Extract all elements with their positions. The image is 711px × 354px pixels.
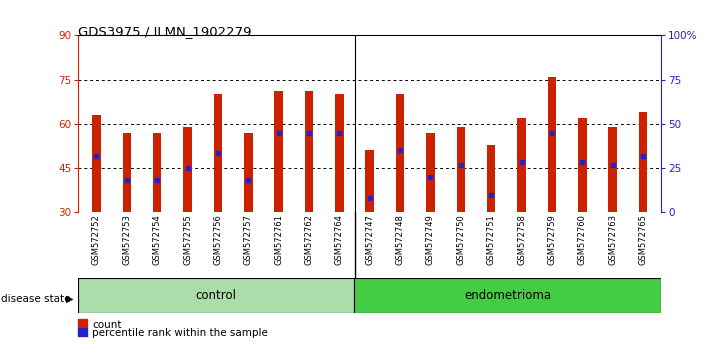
Bar bbox=[354, 278, 661, 313]
Text: GSM572751: GSM572751 bbox=[487, 215, 496, 265]
Bar bbox=[638, 112, 647, 212]
Text: GSM572756: GSM572756 bbox=[213, 215, 223, 265]
Text: GSM572757: GSM572757 bbox=[244, 215, 252, 265]
Text: GSM572760: GSM572760 bbox=[578, 215, 587, 265]
Text: GSM572765: GSM572765 bbox=[638, 215, 648, 265]
Bar bbox=[92, 115, 101, 212]
Bar bbox=[518, 118, 526, 212]
Bar bbox=[305, 91, 314, 212]
Text: GSM572750: GSM572750 bbox=[456, 215, 465, 265]
Bar bbox=[122, 133, 131, 212]
Text: GSM572761: GSM572761 bbox=[274, 215, 283, 265]
Text: GSM572747: GSM572747 bbox=[365, 215, 374, 265]
Bar bbox=[244, 133, 252, 212]
Bar bbox=[183, 127, 192, 212]
Bar bbox=[547, 77, 556, 212]
Text: percentile rank within the sample: percentile rank within the sample bbox=[92, 329, 268, 338]
Text: GSM572752: GSM572752 bbox=[92, 215, 101, 265]
Text: control: control bbox=[196, 289, 237, 302]
Text: GSM572764: GSM572764 bbox=[335, 215, 344, 265]
Text: GSM572749: GSM572749 bbox=[426, 215, 435, 265]
Bar bbox=[578, 118, 587, 212]
Bar bbox=[78, 278, 354, 313]
Text: endometrioma: endometrioma bbox=[464, 289, 551, 302]
Bar bbox=[213, 95, 222, 212]
Text: count: count bbox=[92, 320, 122, 330]
Text: GSM572754: GSM572754 bbox=[153, 215, 161, 265]
Bar bbox=[426, 133, 434, 212]
Bar bbox=[365, 150, 374, 212]
Text: GSM572755: GSM572755 bbox=[183, 215, 192, 265]
Text: GSM572753: GSM572753 bbox=[122, 215, 132, 265]
Bar bbox=[609, 127, 617, 212]
Bar bbox=[335, 95, 343, 212]
Text: disease state: disease state bbox=[1, 294, 71, 304]
Text: GSM572763: GSM572763 bbox=[608, 215, 617, 266]
Bar bbox=[487, 144, 496, 212]
Text: GSM572748: GSM572748 bbox=[395, 215, 405, 265]
Bar bbox=[396, 95, 405, 212]
Text: ▶: ▶ bbox=[66, 294, 74, 304]
Text: GSM572759: GSM572759 bbox=[547, 215, 557, 265]
Text: GSM572762: GSM572762 bbox=[304, 215, 314, 265]
Bar bbox=[274, 91, 283, 212]
Bar bbox=[456, 127, 465, 212]
Bar bbox=[153, 133, 161, 212]
Text: GDS3975 / ILMN_1902279: GDS3975 / ILMN_1902279 bbox=[78, 25, 252, 38]
Text: GSM572758: GSM572758 bbox=[517, 215, 526, 265]
